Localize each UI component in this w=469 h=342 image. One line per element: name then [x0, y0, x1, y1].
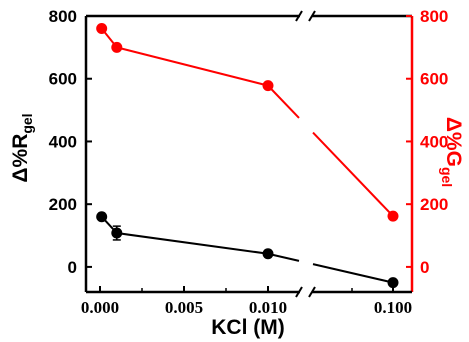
left-tick-label: 0 — [68, 258, 77, 277]
right-axis-title-sub: gel — [439, 167, 455, 187]
x-tick-label: 0.005 — [165, 298, 203, 317]
data-point — [96, 23, 108, 35]
data-point — [387, 210, 399, 222]
left-axis-title: Δ%Rgel — [9, 113, 35, 182]
bottom-axis-break-mark — [295, 286, 316, 298]
left-tick-label: 200 — [49, 195, 77, 214]
data-point — [96, 211, 108, 223]
data-point — [387, 277, 399, 289]
data-point — [262, 248, 274, 260]
right-tick-label: 800 — [420, 7, 448, 26]
x-tick-label: 0.100 — [374, 298, 412, 317]
left-tick-label: 800 — [49, 7, 77, 26]
x-axis-title: KCl (M) — [211, 316, 284, 339]
left-axis-ticks: 0 200 400 600 800 — [49, 7, 92, 277]
left-tick-label: 400 — [49, 132, 77, 151]
right-tick-label: 200 — [420, 195, 448, 214]
series-line-segment — [267, 84, 300, 119]
right-axis-ticks: 0 200 400 600 800 — [406, 7, 448, 277]
data-point — [111, 41, 123, 53]
x-tick-label: 0.010 — [249, 298, 287, 317]
series-line-segment — [116, 232, 269, 255]
data-point — [111, 227, 123, 239]
series-black — [96, 211, 399, 289]
series-line-segment — [116, 46, 269, 87]
right-axis-title: Δ%Ggel — [439, 117, 465, 187]
right-axis-title-main: Δ%G — [442, 117, 465, 167]
left-tick-label: 600 — [49, 70, 77, 89]
left-axis-title-sub: gel — [19, 113, 35, 133]
right-tick-label: 600 — [420, 70, 448, 89]
left-axis-title-main: Δ%R — [9, 134, 32, 183]
series-layer — [96, 23, 399, 289]
x-tick-label: 0.000 — [81, 298, 119, 317]
right-tick-label: 400 — [420, 132, 448, 151]
x-axis-ticks: 0.000 0.005 0.010 0.100 — [81, 286, 412, 317]
series-red — [96, 23, 399, 222]
series-line-segment — [312, 263, 394, 284]
data-point — [262, 80, 274, 92]
right-tick-label: 0 — [420, 258, 429, 277]
top-axis-break-mark — [295, 10, 316, 22]
series-line-segment — [312, 131, 394, 217]
